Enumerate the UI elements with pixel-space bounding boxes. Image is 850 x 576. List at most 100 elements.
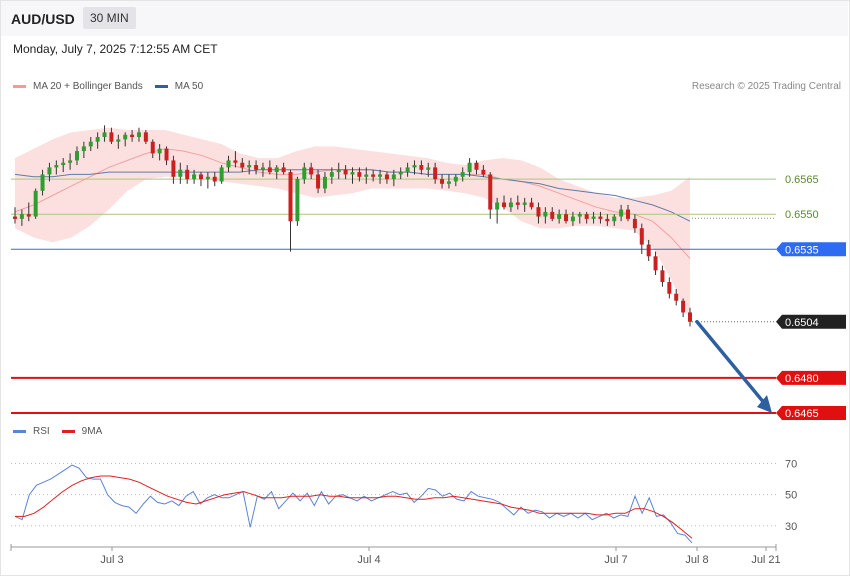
candle (460, 167, 465, 182)
candle-body (467, 162, 472, 173)
candle (474, 160, 479, 175)
level-0-6565-label-text: 0.6565 (785, 174, 819, 186)
candle-body (254, 165, 259, 170)
candle-body (536, 207, 541, 217)
header-bar (1, 1, 848, 36)
candle (405, 162, 410, 177)
candle (240, 158, 245, 173)
candle (632, 214, 637, 233)
legend-label-ma20: MA 20 + Bollinger Bands (33, 81, 143, 92)
candle (164, 146, 169, 166)
candle (646, 239, 651, 261)
credit-text: Research © 2025 Trading Central (691, 81, 841, 92)
candle (591, 211, 596, 224)
candle (357, 167, 362, 182)
candle-body (68, 160, 73, 163)
candle-body (267, 167, 272, 173)
candle-body (61, 162, 66, 166)
candle (274, 165, 279, 180)
candle-body (260, 167, 265, 170)
candle-body (371, 174, 376, 177)
instrument-title: AUD/USD (11, 11, 75, 27)
legend-swatch-rsi (13, 430, 26, 433)
legend-item-ma20-bollinger: MA 20 + Bollinger Bands (13, 81, 143, 92)
legend-label-9ma: 9MA (81, 426, 103, 437)
candle (419, 160, 424, 175)
candle-body (309, 167, 314, 175)
candle (198, 172, 203, 187)
candle-body (453, 176, 458, 182)
candle-body (136, 132, 141, 138)
candle (212, 172, 217, 187)
candle-body (150, 141, 155, 154)
candle (233, 151, 238, 168)
candle (674, 289, 679, 306)
candle-body (639, 228, 644, 245)
candle (219, 165, 224, 184)
legend-item-9ma: 9MA (61, 426, 103, 437)
level-0-6550-label-text: 0.6550 (785, 209, 819, 221)
candle-body (577, 214, 582, 217)
candle (336, 162, 341, 180)
candle (54, 160, 59, 175)
candle (185, 165, 190, 184)
candle-body (329, 172, 334, 177)
candle (74, 146, 79, 166)
candle-body (322, 176, 327, 189)
candle (143, 130, 148, 145)
candle (446, 174, 451, 189)
level-0-6465-label-text: 0.6465 (785, 408, 819, 420)
candle-body (157, 148, 162, 154)
candle-body (13, 216, 17, 219)
level-0-6535-label-box (776, 242, 846, 257)
candle (660, 265, 665, 287)
legend-item-rsi: RSI (13, 426, 50, 437)
level-0-6504-label: 0.6504 (776, 314, 846, 329)
x-tick-label: Jul 8 (685, 554, 708, 566)
candle-body (336, 169, 341, 173)
candle (61, 158, 66, 173)
candle (26, 202, 31, 222)
candle-body (667, 282, 672, 294)
candle-body (674, 293, 679, 301)
candle (626, 204, 631, 222)
bollinger-band (15, 127, 690, 320)
candle-body (474, 162, 479, 170)
candle-body (591, 216, 596, 219)
candle-body (688, 312, 692, 322)
timeframe-button[interactable]: 30 MIN (83, 7, 136, 29)
candle-body (116, 139, 121, 142)
candle-body (95, 137, 100, 142)
candle-body (233, 160, 238, 163)
candle-body (646, 244, 651, 257)
candle-body (433, 167, 438, 180)
candle-body (660, 270, 665, 283)
candle-body (681, 300, 686, 313)
rsi-tick-30: 30 (785, 521, 797, 533)
candle (178, 162, 183, 184)
candle-body (557, 214, 562, 219)
candle-body (598, 216, 603, 219)
candle (577, 211, 582, 224)
candle-body (178, 169, 183, 177)
candle (322, 172, 327, 194)
rsi-tick-50: 50 (785, 490, 797, 502)
candle (302, 162, 307, 184)
level-0-6535-label: 0.6535 (776, 242, 846, 257)
candle (123, 132, 128, 147)
candle (329, 167, 334, 184)
candle-body (405, 167, 410, 173)
candle-body (384, 174, 389, 180)
forecast-arrow-shaft (695, 320, 767, 406)
rsi-legend: RSI 9MA (13, 426, 114, 437)
candle (391, 169, 396, 187)
candle-body (584, 214, 589, 219)
candle-body (123, 134, 128, 140)
candle (598, 211, 603, 224)
candle (564, 209, 569, 224)
timestamp: Monday, July 7, 2025 7:12:55 AM CET (13, 42, 218, 56)
candle-body (419, 165, 424, 170)
level-0-6504-label-box (776, 314, 846, 329)
candle (288, 169, 293, 252)
x-tick-label: Jul 3 (100, 554, 123, 566)
